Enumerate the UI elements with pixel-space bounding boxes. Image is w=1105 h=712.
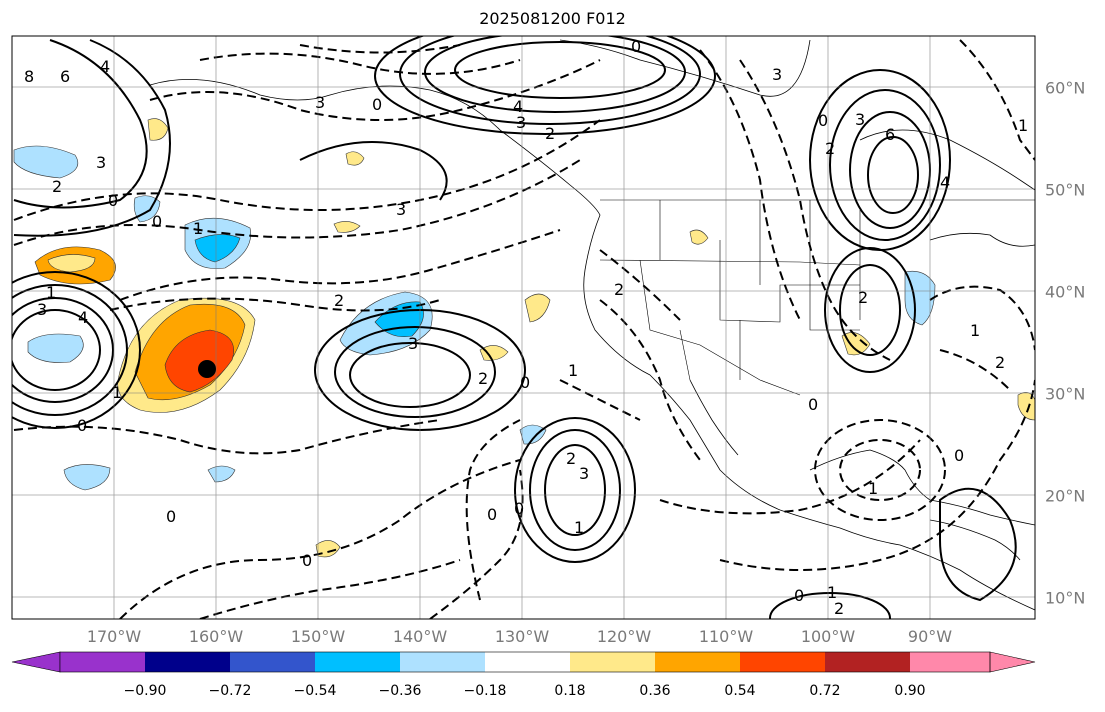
contour-label: 0 bbox=[808, 395, 818, 414]
colorbar-tick-label: −0.54 bbox=[293, 683, 337, 699]
latitude-label: 60°N bbox=[1045, 78, 1086, 98]
contour-label: 2 bbox=[825, 139, 835, 158]
contour-label: 6 bbox=[60, 67, 70, 86]
shaded-anomalies bbox=[13, 118, 1035, 558]
contour-label: 1 bbox=[46, 283, 56, 302]
contour-label: 3 bbox=[516, 113, 526, 132]
colorbar-tick-label: 0.72 bbox=[809, 683, 841, 699]
contour-label: 0 bbox=[818, 111, 828, 130]
contour-label: 0 bbox=[794, 586, 804, 605]
contour-label: 1 bbox=[827, 583, 837, 602]
contour-label: 1 bbox=[112, 383, 122, 402]
contour-label: 1 bbox=[970, 321, 980, 340]
latitude-label: 20°N bbox=[1045, 486, 1086, 506]
colorbar-tick-label: 0.18 bbox=[554, 683, 586, 699]
latitude-label: 30°N bbox=[1045, 384, 1086, 404]
contour-label: 2 bbox=[52, 177, 62, 196]
longitude-label: 100°W bbox=[800, 627, 856, 646]
colorbar-tick-label: 0.54 bbox=[724, 683, 756, 699]
contour-label: 4 bbox=[940, 173, 950, 192]
contour-label: 2 bbox=[614, 280, 624, 299]
contour-label: 0 bbox=[166, 507, 176, 526]
contour-label: 2 bbox=[334, 291, 344, 310]
contour-label: 0 bbox=[520, 373, 530, 392]
contour-label: 4 bbox=[78, 308, 88, 327]
contour-label: 3 bbox=[37, 300, 47, 319]
contour-label: 3 bbox=[408, 334, 418, 353]
longitude-label: 140°W bbox=[392, 627, 448, 646]
contour-label: 1 bbox=[193, 219, 203, 238]
contour-label: 3 bbox=[96, 153, 106, 172]
contour-label: 6 bbox=[885, 125, 895, 144]
longitude-label: 90°W bbox=[907, 627, 953, 646]
colorbar-tick-label: −0.36 bbox=[378, 683, 422, 699]
contour-label: 2 bbox=[834, 599, 844, 618]
longitude-label: 130°W bbox=[494, 627, 550, 646]
contour-label: 3 bbox=[396, 200, 406, 219]
graticule bbox=[12, 36, 1035, 619]
longitude-label: 150°W bbox=[290, 627, 346, 646]
colorbar-tick-label: 0.36 bbox=[639, 683, 671, 699]
colorbar-tick-label: −0.18 bbox=[463, 683, 507, 699]
coastlines bbox=[149, 39, 1035, 611]
contour-label: 1 bbox=[574, 518, 584, 537]
contour-label: 4 bbox=[100, 57, 110, 76]
contour-label: 1 bbox=[1018, 116, 1028, 135]
storm-center-dot bbox=[198, 360, 216, 378]
dashed-contours bbox=[13, 39, 1035, 619]
colorbar-tick-label: −0.72 bbox=[208, 683, 252, 699]
longitude-label: 170°W bbox=[86, 627, 142, 646]
latitude-label: 50°N bbox=[1045, 180, 1086, 200]
longitude-label: 110°W bbox=[698, 627, 754, 646]
contour-label: 2 bbox=[858, 288, 868, 307]
political-borders bbox=[599, 199, 1035, 396]
longitude-label: 160°W bbox=[188, 627, 244, 646]
contour-label: 0 bbox=[487, 505, 497, 524]
latitude-label: 10°N bbox=[1045, 588, 1086, 608]
longitude-label: 120°W bbox=[596, 627, 652, 646]
latitude-label: 40°N bbox=[1045, 282, 1086, 302]
plot-frame bbox=[11, 35, 1036, 620]
colorbar-tick-label: −0.90 bbox=[123, 683, 167, 699]
contour-label: 0 bbox=[514, 499, 524, 518]
colorbar-tick-label: 0.90 bbox=[894, 683, 926, 699]
contour-label: 3 bbox=[315, 93, 325, 112]
contour-label: 8 bbox=[24, 67, 34, 86]
contour-label: 0 bbox=[372, 95, 382, 114]
solid-contours bbox=[12, 36, 1017, 619]
contour-label: 2 bbox=[478, 369, 488, 388]
contour-label: 3 bbox=[772, 65, 782, 84]
contour-label: 3 bbox=[579, 464, 589, 483]
contour-label: 2 bbox=[566, 449, 576, 468]
contour-label: 0 bbox=[631, 37, 641, 56]
contour-label: 0 bbox=[77, 416, 87, 435]
colorbar bbox=[11, 651, 1036, 673]
contour-label: 3 bbox=[855, 110, 865, 129]
contour-label: 1 bbox=[568, 361, 578, 380]
map-title: 2025081200 F012 bbox=[479, 9, 626, 28]
contour-label: 2 bbox=[545, 124, 555, 143]
contour-label: 0 bbox=[108, 191, 118, 210]
contour-label: 0 bbox=[302, 551, 312, 570]
contour-label: 1 bbox=[868, 479, 878, 498]
contour-label: 0 bbox=[152, 212, 162, 231]
contour-value-labels: 8 6 4 3 4 1 0 1 2 0 0 3 1 3 0 3 2 3 2 0 … bbox=[24, 37, 1028, 618]
contour-label: 2 bbox=[995, 353, 1005, 372]
contour-label: 0 bbox=[954, 446, 964, 465]
contour-label: 4 bbox=[513, 97, 523, 116]
